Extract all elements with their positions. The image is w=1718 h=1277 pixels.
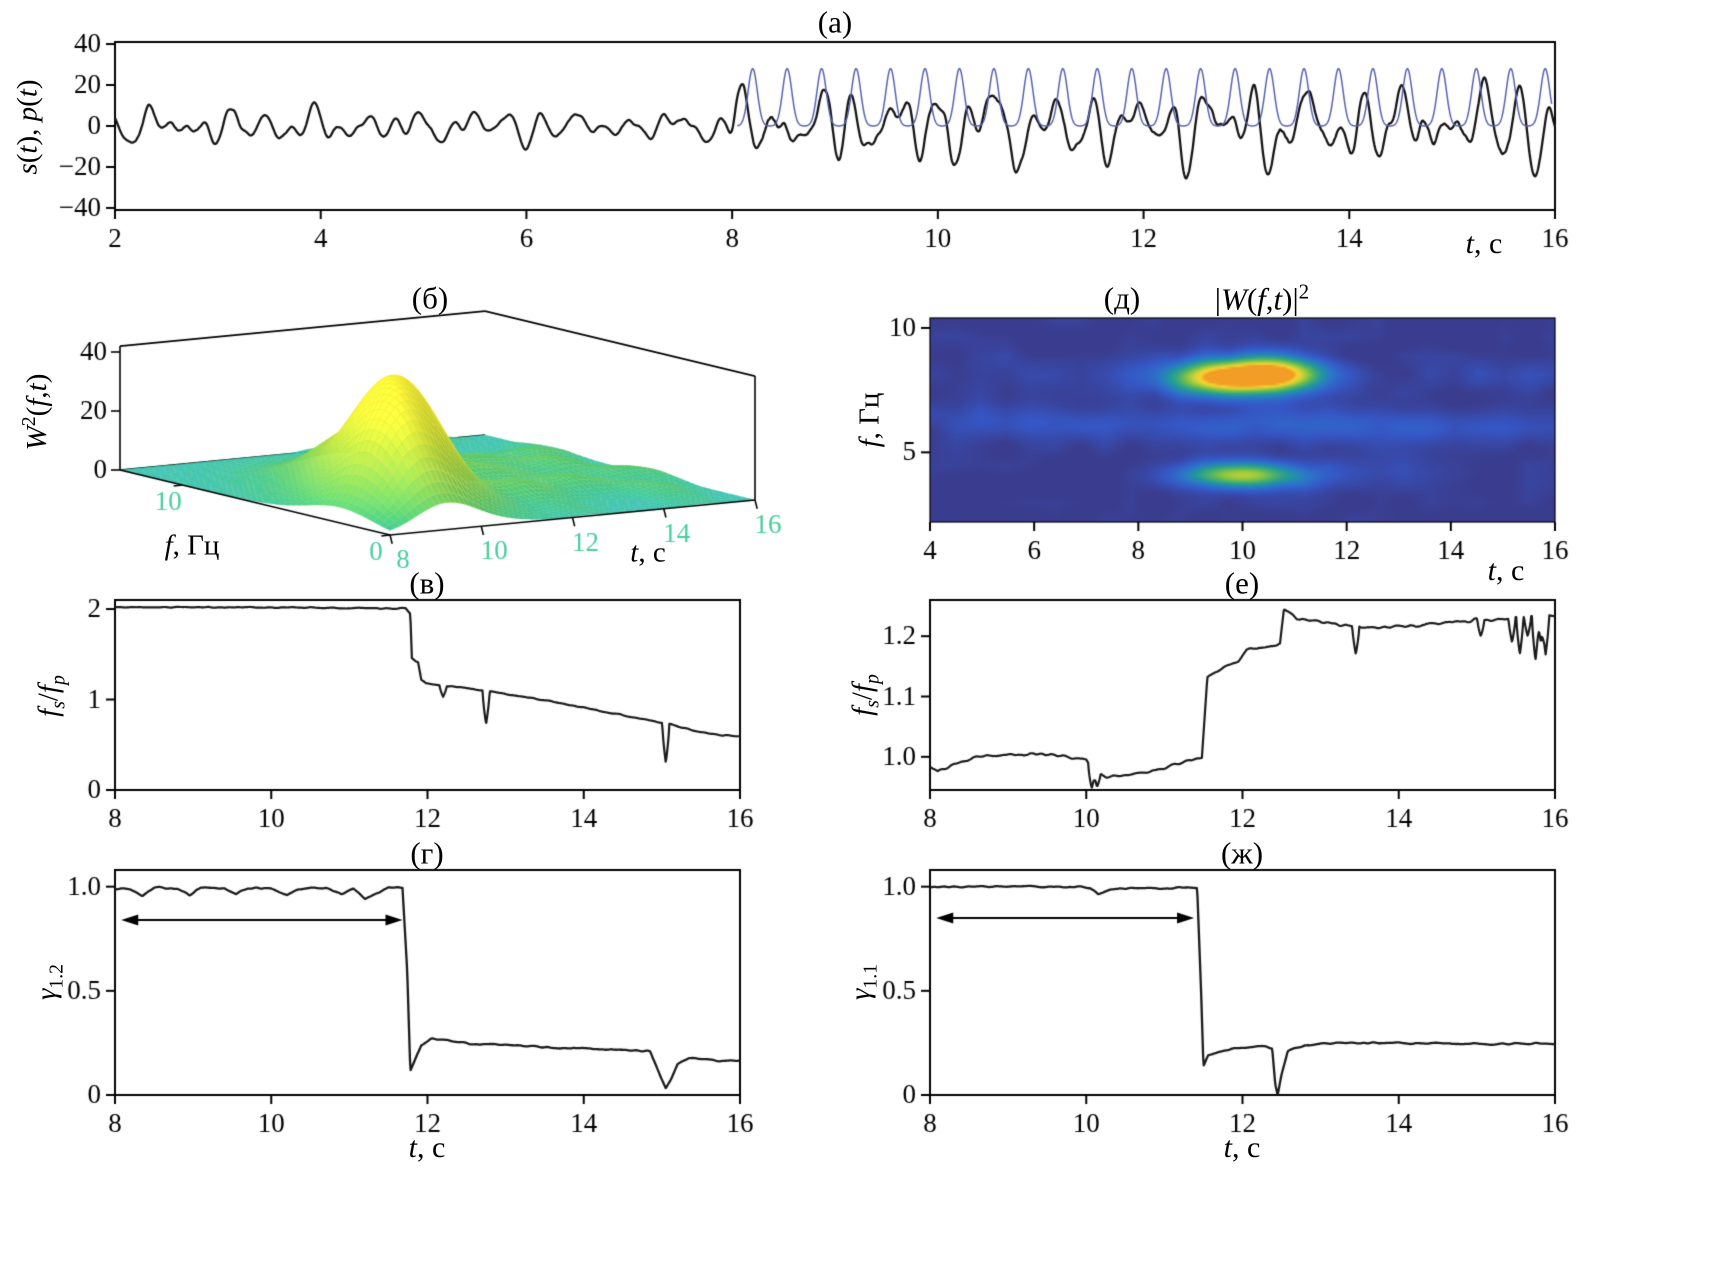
panel-a-ylabel: s(t), p(t) xyxy=(11,79,44,175)
panel-a-canvas xyxy=(0,0,1718,272)
panel-g-title: (г) xyxy=(410,835,444,871)
panel-zh-ylabel: γ1.1 xyxy=(844,963,882,1001)
panel-b-title: (б) xyxy=(411,280,449,316)
panel-g-ylabel: γ1.2 xyxy=(30,963,68,1001)
panel-d-ylabel: f, Гц xyxy=(853,392,886,448)
panel-b-zlabel: W2(f,t) xyxy=(18,373,53,451)
panel-e-canvas xyxy=(860,575,1718,847)
panel-e-title: (е) xyxy=(1224,565,1260,601)
panel-a-xlabel: t, с xyxy=(1465,227,1503,260)
panel-b-tlabel: t, с xyxy=(630,536,666,569)
panel-d-formula: |W(f,t)|2 xyxy=(1214,279,1310,317)
panel-zh-title: (ж) xyxy=(1220,835,1264,871)
panel-zh-xlabel: t, с xyxy=(1223,1131,1261,1164)
panel-b-flabel: f, Гц xyxy=(164,529,220,562)
panel-g-canvas xyxy=(30,845,830,1155)
panel-v-ylabel: fs/fp xyxy=(32,675,70,717)
panel-v-canvas xyxy=(30,575,830,847)
panel-zh-canvas xyxy=(860,845,1718,1155)
panel-e-ylabel: fs/fp xyxy=(846,674,884,716)
panel-d-title: (д) xyxy=(1103,280,1141,316)
panel-v-title: (в) xyxy=(409,565,445,601)
panel-b-canvas xyxy=(30,285,830,590)
panel-d-xlabel: t, с xyxy=(1487,554,1525,587)
panel-g-xlabel: t, с xyxy=(408,1131,446,1164)
panel-a-title: (а) xyxy=(817,4,853,40)
panel-d-canvas xyxy=(860,285,1718,590)
